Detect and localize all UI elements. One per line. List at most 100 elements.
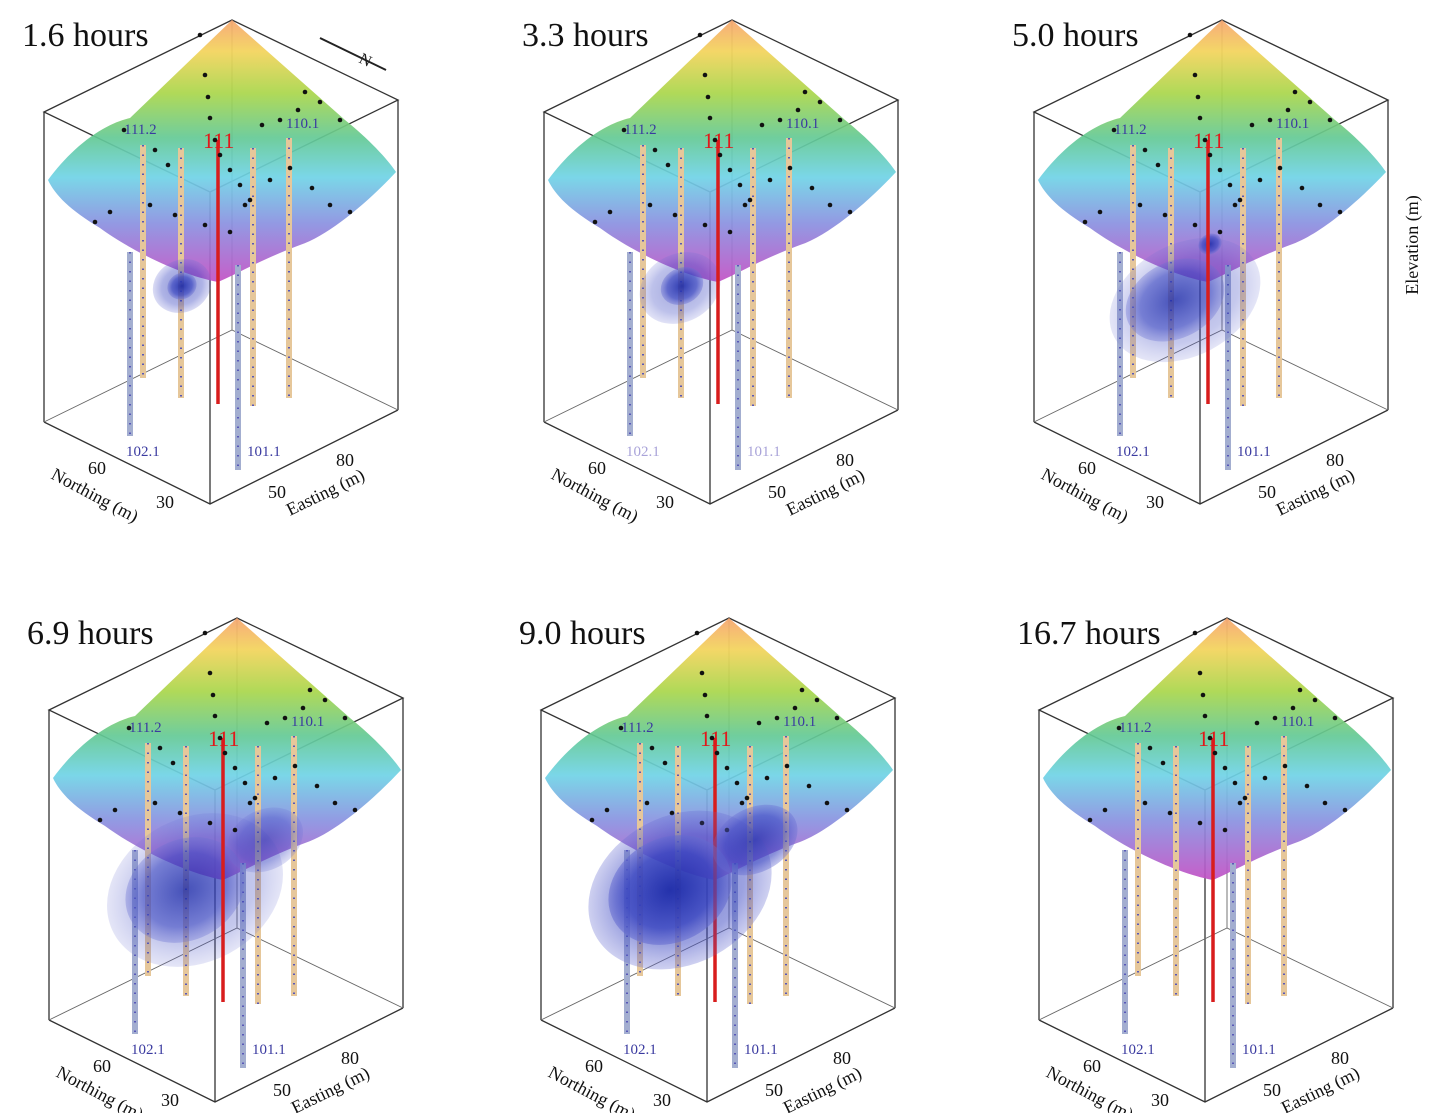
sensor-point [652, 147, 658, 153]
easting-tick: 80 [1331, 1048, 1349, 1068]
sensor-point [799, 687, 805, 693]
sensor-point [756, 720, 762, 726]
sensor-point [1262, 775, 1268, 781]
well-label-111-2: 111.2 [1114, 122, 1147, 138]
well-label-111-2: 111.2 [124, 122, 157, 138]
sensor-point [697, 32, 703, 38]
sensor-point [714, 750, 720, 756]
well-label-111-2: 111.2 [129, 720, 162, 736]
sensor-point [1137, 202, 1143, 208]
sensor-point [777, 117, 783, 123]
sensor-point [1116, 725, 1122, 731]
sensor-point [210, 692, 216, 698]
well-label-110-1: 110.1 [1276, 116, 1309, 132]
sensor-point [604, 807, 610, 813]
sensor-point [267, 177, 273, 183]
sensor-point [157, 745, 163, 751]
sensor-point [222, 750, 228, 756]
sensor-point [589, 817, 595, 823]
sensor-point [1142, 147, 1148, 153]
sensor-point [702, 692, 708, 698]
northing-tick: 60 [88, 458, 106, 478]
sensor-point [837, 117, 843, 123]
well-label-102-1: 102.1 [1116, 444, 1150, 460]
sensor-point [1111, 127, 1117, 133]
sensor-point [727, 167, 733, 173]
sensor-point [172, 212, 178, 218]
well-label-102-1: 102.1 [623, 1042, 657, 1058]
plume-contour [226, 807, 304, 873]
sensor-point [1304, 783, 1310, 789]
easting-tick: 50 [768, 482, 786, 502]
sensor-point [292, 763, 298, 769]
terrain-surface [53, 618, 401, 880]
sensor-point [112, 807, 118, 813]
sensor-point [177, 810, 183, 816]
plume-contour [660, 267, 704, 305]
sensor-point [727, 229, 733, 235]
sensor-point [784, 763, 790, 769]
well-label-102-1: 102.1 [126, 444, 160, 460]
sensor-point [352, 807, 358, 813]
sensor-point [242, 202, 248, 208]
easting-tick: 80 [836, 450, 854, 470]
sensor-point [1327, 117, 1333, 123]
sensor-point [207, 670, 213, 676]
sensor-point [1317, 202, 1323, 208]
sensor-point [322, 697, 328, 703]
box-frame [42, 19, 400, 505]
easting-axis-label: Easting (m) [283, 465, 368, 521]
sensor-point [217, 735, 223, 741]
sensor-point [1212, 750, 1218, 756]
sensor-point [1217, 167, 1223, 173]
sensor-point [806, 783, 812, 789]
sensor-point [277, 117, 283, 123]
sensor-point [759, 122, 765, 128]
sensor-point [1222, 827, 1228, 833]
sensor-point [1249, 122, 1255, 128]
sensor-point [1217, 229, 1223, 235]
sensor-point [647, 202, 653, 208]
sensor-point [1155, 162, 1161, 168]
well-label-102-1: 102.1 [626, 444, 660, 460]
sensor-point [705, 94, 711, 100]
well-label-101-1: 101.1 [1237, 444, 1271, 460]
sensor-point [165, 162, 171, 168]
time-label: 16.7 hours [1017, 615, 1161, 652]
box-frame [1037, 617, 1395, 1103]
sensor-point [792, 705, 798, 711]
sensor-point [1272, 715, 1278, 721]
sensor-point [202, 72, 208, 78]
sensor-point [121, 127, 127, 133]
sensor-point [834, 715, 840, 721]
sensor-point [709, 735, 715, 741]
easting-tick: 80 [336, 450, 354, 470]
terrain-surface [1038, 20, 1386, 282]
sensor-point [227, 229, 233, 235]
well-label-111-2: 111.2 [624, 122, 657, 138]
sensor-point [809, 185, 815, 191]
easting-axis-label: Easting (m) [1273, 465, 1358, 521]
well-label-110-1: 110.1 [286, 116, 319, 132]
sensor-point [1167, 810, 1173, 816]
sensor-point [1254, 720, 1260, 726]
easting-axis-label: Easting (m) [783, 465, 868, 521]
sensor-point [1267, 117, 1273, 123]
sensor-point [212, 137, 218, 143]
well-label-110-1: 110.1 [291, 714, 324, 730]
northing-tick: 30 [653, 1090, 671, 1110]
sensor-point [1312, 697, 1318, 703]
easting-tick: 50 [765, 1080, 783, 1100]
sensor-point [232, 827, 238, 833]
sensor-point [694, 630, 700, 636]
sensor-point [1087, 817, 1093, 823]
sensor-point [827, 202, 833, 208]
plume-contour [1125, 258, 1225, 342]
sensor-point [217, 152, 223, 158]
sensor-point [202, 222, 208, 228]
well-label-111-2: 111.2 [1119, 720, 1152, 736]
sensor-point [295, 107, 301, 113]
sensor-point [707, 115, 713, 121]
